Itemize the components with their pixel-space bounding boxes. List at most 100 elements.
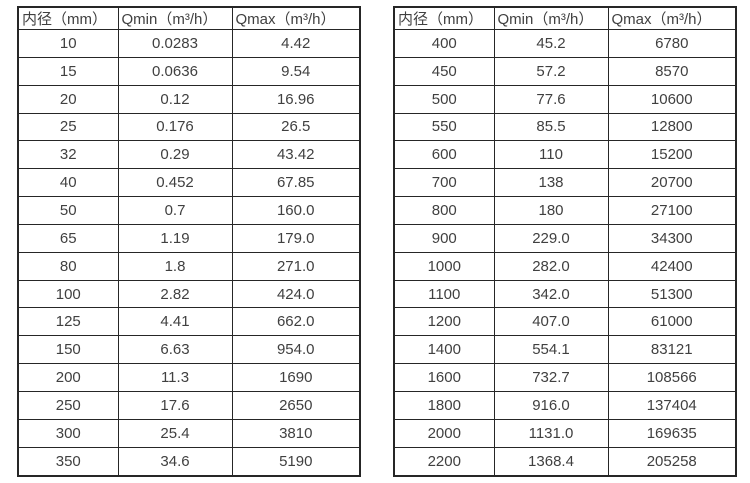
table-cell: 80 (17, 251, 119, 281)
table-cell: 229.0 (493, 223, 609, 253)
table-cell: 6780 (607, 29, 737, 58)
table-cell: 550 (393, 112, 495, 142)
table-cell: 916.0 (493, 390, 609, 420)
table-row: 1400 554.1 83121 (393, 335, 737, 365)
table-row: 2200 1368.4 205258 (393, 446, 737, 477)
table-row: 200 11.3 1690 (17, 363, 361, 392)
table-row: 350 34.6 5190 (17, 446, 361, 477)
table-cell: 350 (17, 446, 119, 477)
table-row: 32 0.29 43.42 (17, 140, 361, 170)
table-cell: 450 (393, 56, 495, 86)
table-cell: 110 (493, 140, 609, 170)
table-cell: 40 (17, 168, 119, 198)
table-cell: 1690 (231, 363, 361, 392)
table-row: 150 6.63 954.0 (17, 335, 361, 365)
table-row: 550 85.5 12800 (393, 112, 737, 142)
table-cell: 954.0 (231, 335, 361, 365)
table-cell: 0.12 (117, 84, 233, 114)
table-cell: 700 (393, 168, 495, 198)
table-cell: 32 (17, 140, 119, 170)
table-cell: 0.7 (117, 196, 233, 225)
table-cell: 2650 (231, 390, 361, 420)
table-cell: 2200 (393, 446, 495, 477)
table-cell: 0.0283 (117, 29, 233, 58)
table-cell: 1131.0 (493, 418, 609, 448)
table-row: 1100 342.0 51300 (393, 279, 737, 309)
table-row: 100 2.82 424.0 (17, 279, 361, 309)
table-cell: 77.6 (493, 84, 609, 114)
table-cell: 2000 (393, 418, 495, 448)
table-cell: 20 (17, 84, 119, 114)
table-cell: 15200 (607, 140, 737, 170)
table-cell: 50 (17, 196, 119, 225)
table-cell: 9.54 (231, 56, 361, 86)
col-header-inner-diameter: 内径（mm） (17, 6, 119, 30)
header-row: 内径（mm） Qmin（m³/h） Qmax（m³/h） (393, 6, 737, 30)
table-row: 25 0.176 26.5 (17, 112, 361, 142)
table-cell: 83121 (607, 335, 737, 365)
table-cell: 1000 (393, 251, 495, 281)
table-cell: 300 (17, 418, 119, 448)
table-cell: 10600 (607, 84, 737, 114)
table-cell: 205258 (607, 446, 737, 477)
table-body: 10 0.0283 4.42 15 0.0636 9.54 20 0.12 16.96 25 0.1… (17, 29, 361, 477)
table-cell: 34.6 (117, 446, 233, 477)
col-header-qmax: Qmax（m³/h） (231, 6, 361, 30)
col-header-qmax: Qmax（m³/h） (607, 6, 737, 30)
table-cell: 25.4 (117, 418, 233, 448)
col-header-qmin: Qmin（m³/h） (117, 6, 233, 30)
table-row: 1800 916.0 137404 (393, 390, 737, 420)
table-cell: 16.96 (231, 84, 361, 114)
table-cell: 43.42 (231, 140, 361, 170)
table-cell: 407.0 (493, 307, 609, 337)
table-cell: 0.176 (117, 112, 233, 142)
col-header-inner-diameter: 内径（mm） (393, 6, 495, 30)
table-cell: 800 (393, 196, 495, 225)
table-row: 15 0.0636 9.54 (17, 56, 361, 86)
table-row: 50 0.7 160.0 (17, 196, 361, 225)
table-cell: 1200 (393, 307, 495, 337)
table-cell: 400 (393, 29, 495, 58)
table-cell: 4.42 (231, 29, 361, 58)
table-cell: 1.19 (117, 223, 233, 253)
table-cell: 45.2 (493, 29, 609, 58)
table-cell: 138 (493, 168, 609, 198)
table-row: 500 77.6 10600 (393, 84, 737, 114)
table-cell: 169635 (607, 418, 737, 448)
table-row: 300 25.4 3810 (17, 418, 361, 448)
flow-spec-table-large-diameters: 内径（mm） Qmin（m³/h） Qmax（m³/h） 400 45.2 6780… (393, 6, 737, 477)
table-cell: 61000 (607, 307, 737, 337)
table-cell: 0.0636 (117, 56, 233, 86)
flow-spec-table-small-diameters: 内径（mm） Qmin（m³/h） Qmax（m³/h） 10 0.0283 4.4… (17, 6, 361, 477)
table-cell: 17.6 (117, 390, 233, 420)
table-row: 65 1.19 179.0 (17, 223, 361, 253)
table-row: 700 138 20700 (393, 168, 737, 198)
table-row: 1000 282.0 42400 (393, 251, 737, 281)
table-row: 450 57.2 8570 (393, 56, 737, 86)
table-row: 20 0.12 16.96 (17, 84, 361, 114)
table-cell: 500 (393, 84, 495, 114)
table-cell: 3810 (231, 418, 361, 448)
table-cell: 25 (17, 112, 119, 142)
table-cell: 6.63 (117, 335, 233, 365)
table-row: 250 17.6 2650 (17, 390, 361, 420)
table-cell: 160.0 (231, 196, 361, 225)
table-cell: 1400 (393, 335, 495, 365)
table-row: 125 4.41 662.0 (17, 307, 361, 337)
table-row: 600 110 15200 (393, 140, 737, 170)
table-cell: 179.0 (231, 223, 361, 253)
table-row: 900 229.0 34300 (393, 223, 737, 253)
table-cell: 20700 (607, 168, 737, 198)
table-row: 10 0.0283 4.42 (17, 29, 361, 58)
table-cell: 100 (17, 279, 119, 309)
table-row: 1200 407.0 61000 (393, 307, 737, 337)
table-cell: 12800 (607, 112, 737, 142)
table-row: 800 180 27100 (393, 196, 737, 225)
table-row: 2000 1131.0 169635 (393, 418, 737, 448)
table-cell: 108566 (607, 363, 737, 392)
table-cell: 27100 (607, 196, 737, 225)
table-cell: 125 (17, 307, 119, 337)
table-cell: 424.0 (231, 279, 361, 309)
table-cell: 34300 (607, 223, 737, 253)
